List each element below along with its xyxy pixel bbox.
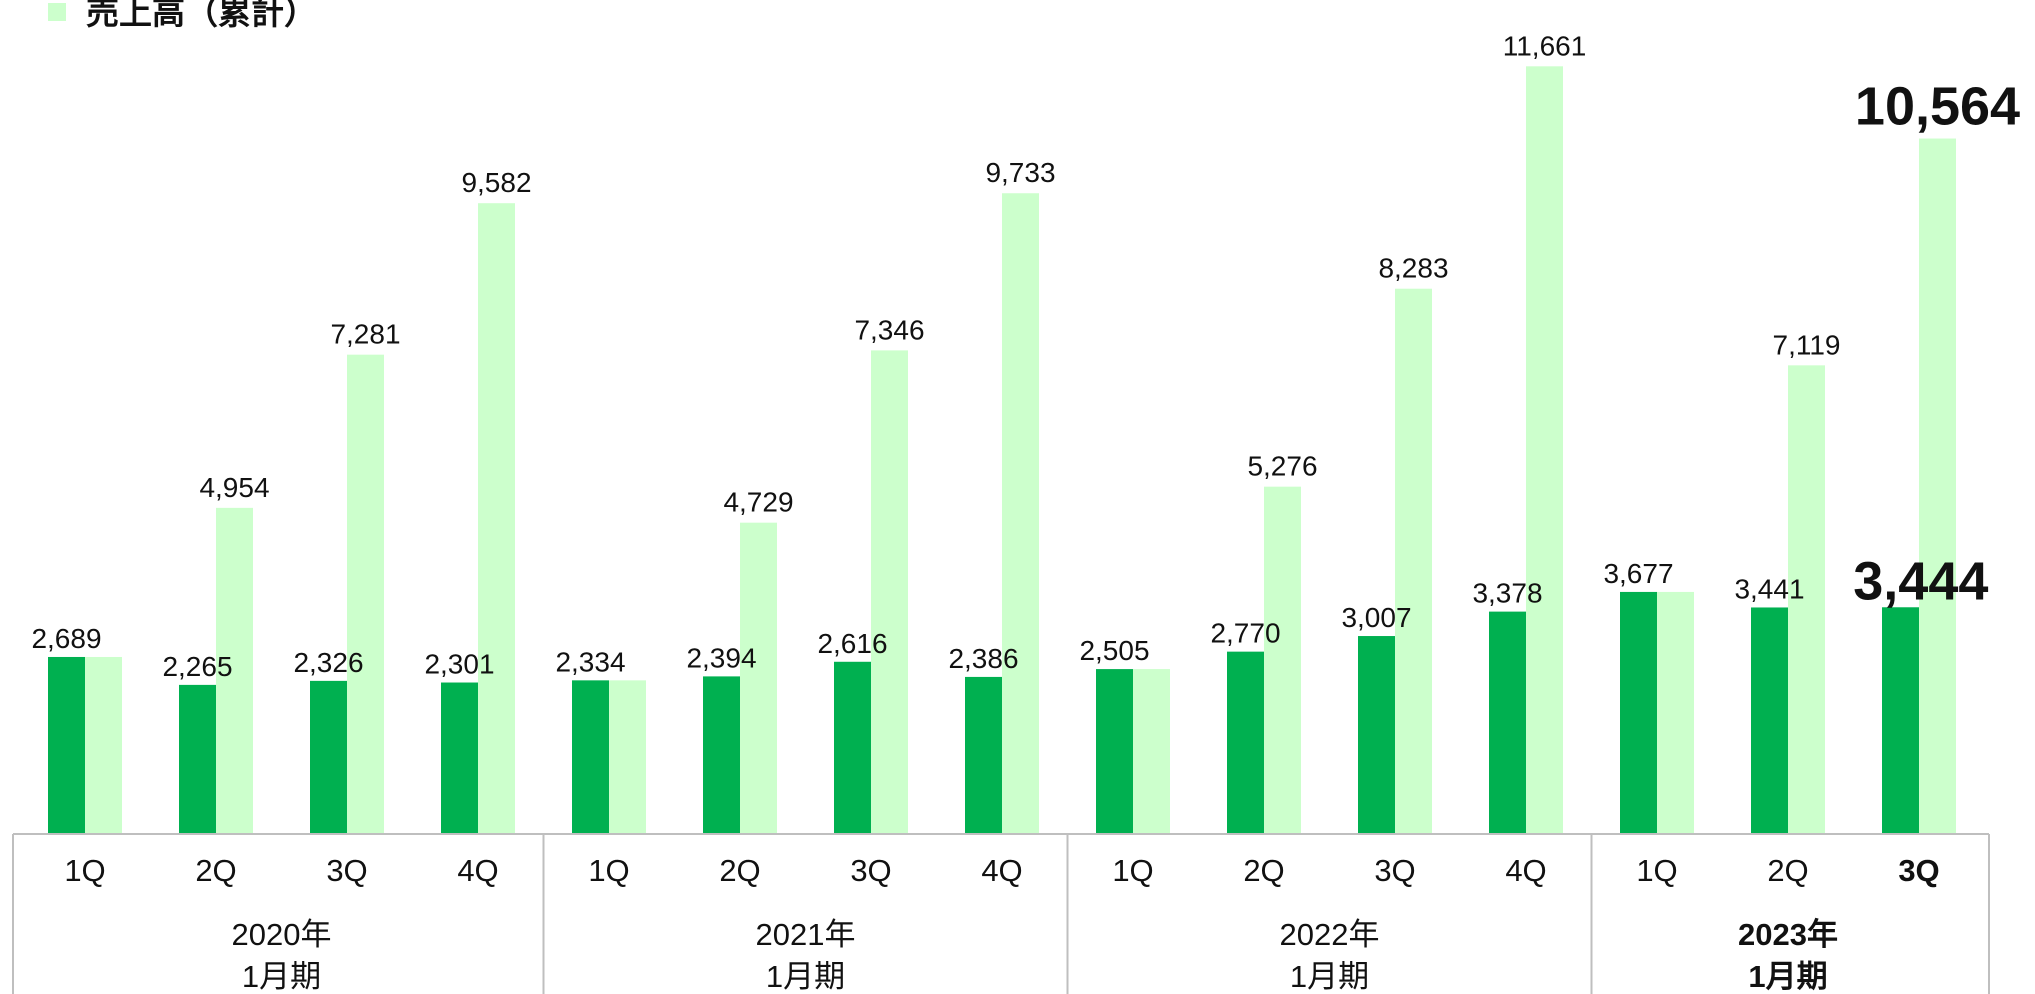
bar-cumulative [478, 203, 515, 834]
tick-label: 4Q [981, 853, 1022, 888]
tick-label: 3Q [1374, 853, 1415, 888]
tick-label: 4Q [1505, 853, 1546, 888]
bar-quarterly [572, 680, 609, 834]
bar-quarterly [1489, 611, 1526, 834]
group-label-period: 1月期 [242, 959, 321, 994]
bar-quarterly [965, 676, 1002, 834]
bar-cumulative [1526, 66, 1563, 834]
bar-cumulative [1133, 669, 1170, 834]
data-label-quarterly: 2,616 [817, 628, 887, 659]
bar-quarterly [48, 656, 85, 834]
bars [48, 66, 1956, 835]
bar-cumulative [216, 507, 253, 834]
bar-quarterly [1751, 607, 1788, 834]
bar-quarterly [310, 680, 347, 834]
bar-quarterly [1227, 651, 1264, 834]
data-label-cumulative: 8,283 [1378, 253, 1448, 284]
tick-label: 3Q [326, 853, 367, 888]
bar-cumulative [1002, 193, 1039, 835]
data-label-quarterly: 3,007 [1341, 602, 1411, 633]
data-label-quarterly: 3,441 [1734, 573, 1804, 604]
bar-quarterly [834, 661, 871, 834]
data-label-quarterly: 2,386 [948, 643, 1018, 674]
category-axis: 1Q 2Q 3Q 4Q 1Q 2Q 3Q 4Q 1Q 2Q 3Q 4Q 1Q 2Q 3Q 2020年 1月期 20… [12, 833, 1990, 994]
bar-cumulative [85, 656, 122, 834]
tick-label: 4Q [457, 853, 498, 888]
bar-quarterly [441, 682, 478, 834]
data-label-cumulative: 11,661 [1503, 30, 1587, 61]
data-label-quarterly: 3,378 [1472, 578, 1542, 609]
bar-cumulative [871, 350, 908, 834]
bar-quarterly [1096, 669, 1133, 834]
tick-label: 3Q [1898, 853, 1939, 888]
group-label-year: 2020年 [232, 917, 332, 952]
bar-cumulative [1264, 486, 1301, 834]
data-label-quarterly: 3,444 [1853, 551, 1988, 611]
tick-label: 1Q [64, 853, 105, 888]
group-label-year: 2023年 [1738, 917, 1838, 952]
legend-label-cumulative: 売上高（累計） [86, 0, 317, 31]
tick-label: 1Q [1636, 853, 1677, 888]
data-label-cumulative: 9,733 [985, 157, 1055, 188]
bar-cumulative [1919, 138, 1956, 834]
data-label-quarterly: 2,326 [293, 647, 363, 678]
data-label-cumulative: 4,729 [723, 487, 793, 518]
data-label-cumulative: 5,276 [1247, 451, 1317, 482]
bar-cumulative [347, 354, 384, 834]
tick-label: 3Q [850, 853, 891, 888]
data-label-quarterly: 2,334 [555, 646, 625, 677]
data-label-cumulative: 4,954 [199, 472, 269, 503]
data-label-quarterly: 3,677 [1603, 558, 1673, 589]
value-labels: 2,689 2,265 4,954 2,326 7,281 2,301 9,582 2,334… [31, 30, 2020, 682]
data-label-cumulative: 7,281 [330, 319, 400, 350]
tick-label: 2Q [1243, 853, 1284, 888]
bar-cumulative [609, 680, 646, 834]
bar-cumulative [1395, 288, 1432, 834]
tick-label: 2Q [1767, 853, 1808, 888]
bar-cumulative [1657, 591, 1694, 834]
tick-label: 1Q [588, 853, 629, 888]
bar-quarterly [703, 676, 740, 834]
legend: 売上高（累計） [48, 0, 317, 31]
data-label-quarterly: 2,394 [686, 642, 756, 673]
tick-label: 2Q [195, 853, 236, 888]
group-label-year: 2021年 [756, 917, 856, 952]
data-label-quarterly: 2,265 [162, 651, 232, 682]
bar-cumulative [1788, 365, 1825, 834]
legend-swatch-cumulative [48, 3, 66, 21]
data-label-quarterly: 2,505 [1079, 635, 1149, 666]
group-label-year: 2022年 [1280, 917, 1380, 952]
bar-quarterly [179, 684, 216, 834]
tick-label: 2Q [719, 853, 760, 888]
data-label-cumulative: 10,564 [1855, 77, 2020, 137]
bar-quarterly [1620, 591, 1657, 834]
group-label-period: 1月期 [766, 959, 845, 994]
data-label-quarterly: 2,770 [1210, 618, 1280, 649]
bar-quarterly [1358, 636, 1395, 834]
data-label-cumulative: 7,119 [1773, 329, 1841, 360]
bar-quarterly [1882, 607, 1919, 834]
data-label-quarterly: 2,301 [424, 649, 494, 680]
tick-label: 1Q [1112, 853, 1153, 888]
group-label-period: 1月期 [1748, 959, 1827, 994]
data-label-cumulative: 7,346 [854, 314, 924, 345]
data-label-quarterly: 2,689 [31, 623, 101, 654]
group-label-period: 1月期 [1290, 959, 1369, 994]
bar-cumulative [740, 522, 777, 834]
data-label-cumulative: 9,582 [461, 167, 531, 198]
